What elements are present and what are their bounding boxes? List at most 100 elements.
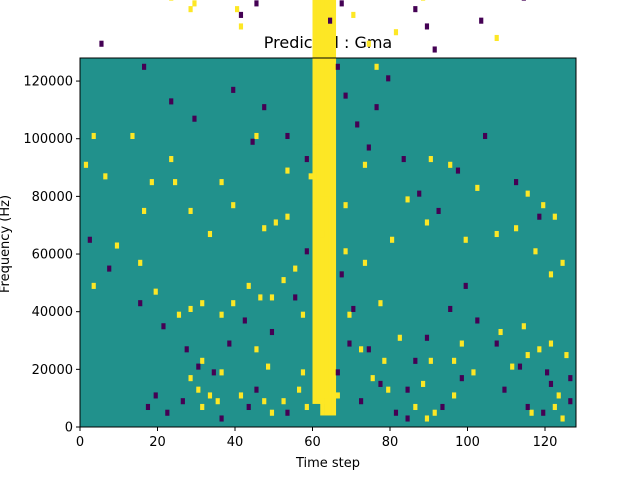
- heatmap-cell-high: [525, 190, 530, 197]
- heatmap-cell-high: [328, 0, 333, 197]
- heatmap-cell-high: [552, 403, 557, 411]
- heatmap-cell-high: [138, 259, 143, 266]
- heatmap-cell-high: [362, 259, 368, 266]
- heatmap-cell-low: [413, 6, 418, 13]
- heatmap-cell-low: [242, 317, 247, 324]
- heatmap-cell-high: [176, 311, 182, 318]
- heatmap-cell-low: [393, 409, 399, 416]
- heatmap-cell-high: [424, 219, 430, 226]
- heatmap-cell-low: [285, 409, 290, 416]
- heatmap-cell-low: [304, 248, 309, 255]
- heatmap-cell-low: [238, 11, 244, 18]
- heatmap-cell-low: [568, 398, 573, 405]
- heatmap-cell-high: [560, 415, 565, 422]
- heatmap-cell-high: [83, 161, 89, 168]
- heatmap-cell-high: [173, 179, 178, 186]
- heatmap-cell-low: [359, 398, 364, 405]
- heatmap-cell-low: [161, 323, 166, 330]
- heatmap-cell-high: [308, 173, 313, 180]
- heatmap-cell-high: [285, 213, 290, 220]
- heatmap-cell-high: [254, 132, 259, 140]
- heatmap-cell-low: [293, 294, 298, 301]
- heatmap-cell-low: [514, 179, 519, 186]
- y-axis: 0 20000 40000 60000 80000 100000 120000: [23, 75, 80, 436]
- heatmap-cell-high: [494, 34, 499, 42]
- heatmap-cell-high: [463, 236, 468, 243]
- heatmap-cell-high: [149, 179, 154, 186]
- heatmap-cell-high: [548, 340, 554, 347]
- heatmap-cell-low: [196, 363, 201, 370]
- heatmap-cell-low: [494, 340, 499, 347]
- heatmap-cell-low: [269, 328, 275, 336]
- heatmap-cell-high: [359, 346, 364, 353]
- heatmap-cell-low: [355, 121, 360, 128]
- x-tick-label: 100: [455, 435, 480, 450]
- heatmap-cell-low: [455, 167, 461, 174]
- heatmap-cell-low: [366, 144, 371, 151]
- heatmap-cell-low: [424, 23, 430, 30]
- heatmap-cell-low: [250, 138, 255, 145]
- heatmap-cell-high: [266, 363, 271, 370]
- heatmap-cell-high: [428, 357, 433, 364]
- y-tick-label: 100000: [23, 132, 73, 147]
- heatmap-cell-low: [169, 98, 174, 105]
- heatmap-cell-high: [219, 179, 224, 186]
- heatmap-cell-high: [448, 161, 453, 168]
- heatmap-cell-high: [254, 346, 259, 353]
- heatmap-cell-high: [452, 357, 457, 364]
- heatmap-cell-high: [552, 213, 557, 220]
- heatmap-cell-high: [475, 184, 480, 191]
- y-tick-label: 120000: [23, 75, 73, 90]
- heatmap-cell-high: [514, 225, 519, 232]
- plot-frame: [79, 57, 577, 428]
- heatmap-cell-high: [556, 392, 561, 399]
- y-tick-label: 60000: [32, 248, 73, 263]
- heatmap-cell-low: [479, 17, 484, 24]
- heatmap-cell-high: [114, 242, 120, 249]
- heatmap-cell-high: [262, 225, 267, 232]
- heatmap-cell-low: [192, 115, 197, 122]
- heatmap-cell-high: [494, 230, 499, 238]
- heatmap-cell-high: [560, 259, 565, 266]
- heatmap-cell-low: [548, 380, 554, 387]
- heatmap-cell-low: [343, 92, 348, 99]
- heatmap-cell-high: [331, 0, 337, 416]
- heatmap-cell-low: [87, 236, 92, 243]
- heatmap-cell-high: [91, 132, 96, 140]
- heatmap-cell-high: [188, 305, 193, 312]
- heatmap-cell-high: [521, 323, 526, 330]
- heatmap-cell-low: [537, 213, 542, 220]
- heatmap-cell-low: [424, 334, 430, 341]
- heatmap-cell-high: [196, 386, 201, 393]
- heatmap-cell-high: [386, 386, 391, 393]
- heatmap-cell-low: [541, 409, 546, 416]
- heatmap-cell-low: [413, 357, 418, 364]
- heatmap-cell-low: [262, 104, 267, 111]
- heatmap-cell-low: [374, 104, 379, 111]
- heatmap-cell-high: [378, 300, 383, 307]
- heatmap-cell-high: [269, 294, 275, 301]
- x-axis: 0 20 40 60 80 100 120: [76, 427, 557, 450]
- heatmap-cell-high: [219, 311, 224, 318]
- heatmap-cell-high: [471, 369, 476, 376]
- heatmap-cell-low: [211, 369, 216, 376]
- heatmap-cell-high: [351, 11, 356, 18]
- heatmap-cell-low: [517, 363, 523, 370]
- heatmap-cell-high: [362, 161, 368, 168]
- heatmap-cell-low: [153, 392, 158, 399]
- heatmap-cell-high: [130, 132, 135, 140]
- heatmap-cell-high: [262, 398, 267, 405]
- heatmap-cell-low: [304, 156, 309, 163]
- heatmap-cell-low: [405, 415, 410, 422]
- heatmap-cell-high: [366, 40, 371, 47]
- heatmap-cell-high: [413, 403, 418, 411]
- heatmap-cell-high: [320, 144, 325, 399]
- heatmap-cell-low: [335, 63, 340, 70]
- heatmap-cell-low: [246, 403, 251, 411]
- y-axis-title: Frequency (Hz): [0, 195, 13, 293]
- x-tick-label: 20: [149, 435, 166, 450]
- heatmap-cell-high: [564, 352, 569, 359]
- heatmap-cell-low: [475, 317, 480, 324]
- heatmap-cell-low: [285, 132, 290, 140]
- heatmap-cell-high: [405, 196, 410, 203]
